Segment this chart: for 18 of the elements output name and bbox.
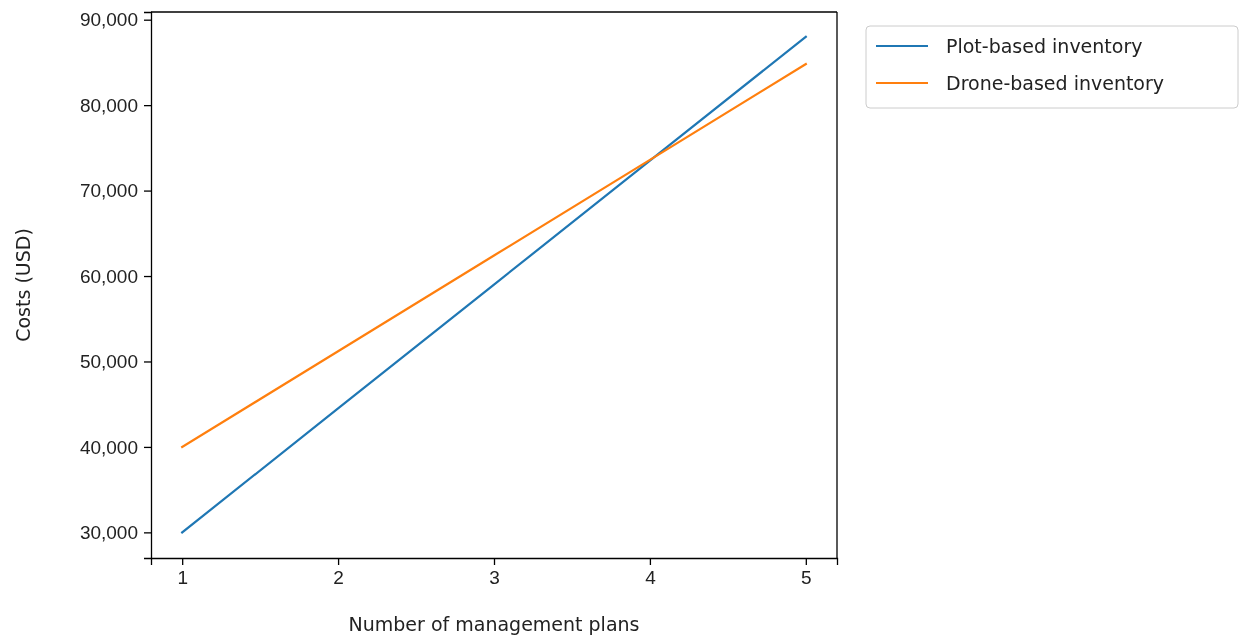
x-tick-label: 2 [333, 567, 344, 589]
y-tick-label: 70,000 [79, 180, 138, 202]
legend-label: Drone-based inventory [946, 71, 1165, 94]
legend-label: Plot-based inventory [946, 34, 1143, 57]
line-series [181, 63, 807, 449]
y-tick-label: 60,000 [79, 265, 138, 287]
x-tick-label: 1 [177, 567, 188, 589]
x-tick-label: 3 [489, 567, 500, 589]
y-tick-label: 30,000 [79, 521, 138, 543]
y-axis-title: Costs (USD) [12, 228, 34, 342]
x-tick-label: 4 [645, 567, 657, 589]
y-tick-label: 90,000 [79, 9, 138, 31]
line-series [181, 35, 807, 534]
y-tick-label: 40,000 [79, 436, 138, 458]
y-tick-label: 80,000 [79, 94, 138, 116]
y-tick-label: 50,000 [79, 351, 138, 373]
x-tick-label: 5 [801, 567, 812, 589]
x-axis-title: Number of management plans [348, 613, 640, 635]
